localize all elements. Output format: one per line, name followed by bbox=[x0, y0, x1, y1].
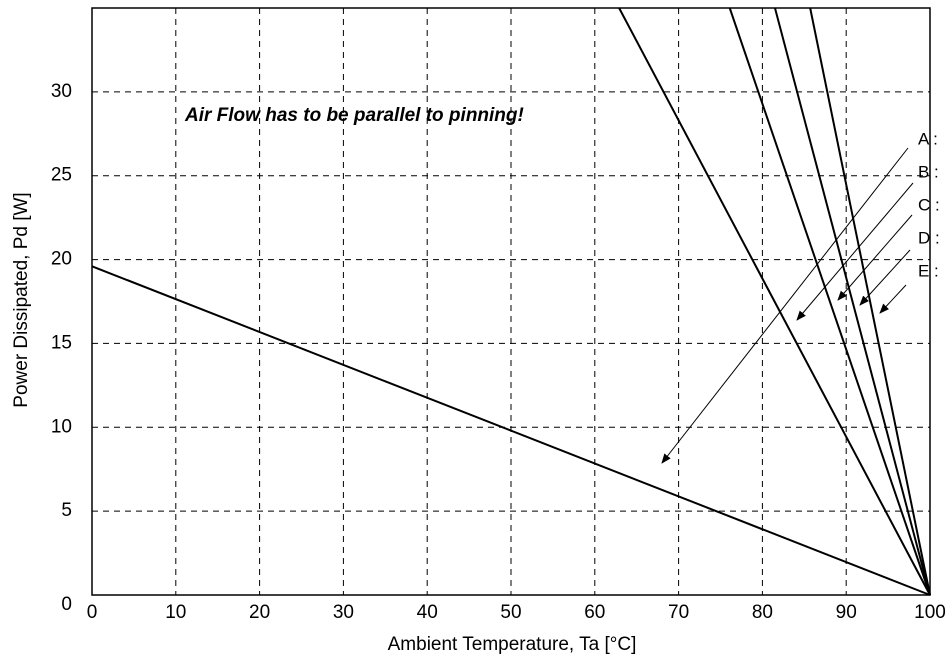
x-tick-label: 40 bbox=[417, 602, 438, 623]
legend: A : B : C : D : E : bbox=[918, 129, 940, 280]
grid bbox=[91, 8, 931, 596]
series-line bbox=[774, 7, 931, 596]
legend-label: B : bbox=[918, 162, 939, 181]
x-tick-label: 10 bbox=[165, 602, 186, 623]
y-axis-label: Power Dissipated, Pd [W] bbox=[11, 192, 32, 407]
x-axis-label: Ambient Temperature, Ta [°C] bbox=[388, 634, 637, 655]
arrow bbox=[859, 249, 911, 306]
y-tick-label: 30 bbox=[51, 81, 72, 102]
arrow bbox=[661, 147, 909, 464]
plot-frame bbox=[91, 7, 931, 596]
y-tick-label: 20 bbox=[51, 249, 72, 270]
legend-label: D : bbox=[918, 228, 940, 247]
x-tick-label: 80 bbox=[752, 602, 773, 623]
x-tick-label: 30 bbox=[333, 602, 354, 623]
y-tick-label: 15 bbox=[51, 332, 72, 353]
x-tick-label: 100 bbox=[914, 602, 946, 623]
x-tick-label: 0 bbox=[87, 602, 98, 623]
lines bbox=[91, 7, 931, 596]
series-line bbox=[809, 7, 931, 596]
y-tick-label: 25 bbox=[51, 165, 72, 186]
x-tick-label: 20 bbox=[249, 602, 270, 623]
series-line bbox=[728, 7, 931, 596]
arrow bbox=[837, 214, 913, 301]
arrows bbox=[661, 147, 914, 464]
y-tick-label: 10 bbox=[51, 416, 72, 437]
legend-label: A : bbox=[918, 129, 938, 148]
series-line bbox=[91, 265, 931, 596]
y-tick-label: 0 bbox=[61, 594, 72, 615]
x-tick-label: 60 bbox=[584, 602, 605, 623]
x-tick-label: 50 bbox=[500, 602, 521, 623]
series-line bbox=[618, 7, 931, 596]
arrow bbox=[796, 182, 914, 321]
annotation: Air Flow has to be parallel to pinning! bbox=[184, 105, 524, 126]
legend-label: E : bbox=[918, 261, 939, 280]
x-tick-label: 90 bbox=[836, 602, 857, 623]
x-tick-label: 70 bbox=[668, 602, 689, 623]
y-tick-label: 5 bbox=[61, 500, 72, 521]
arrow bbox=[879, 284, 907, 314]
legend-label: C : bbox=[918, 195, 940, 214]
